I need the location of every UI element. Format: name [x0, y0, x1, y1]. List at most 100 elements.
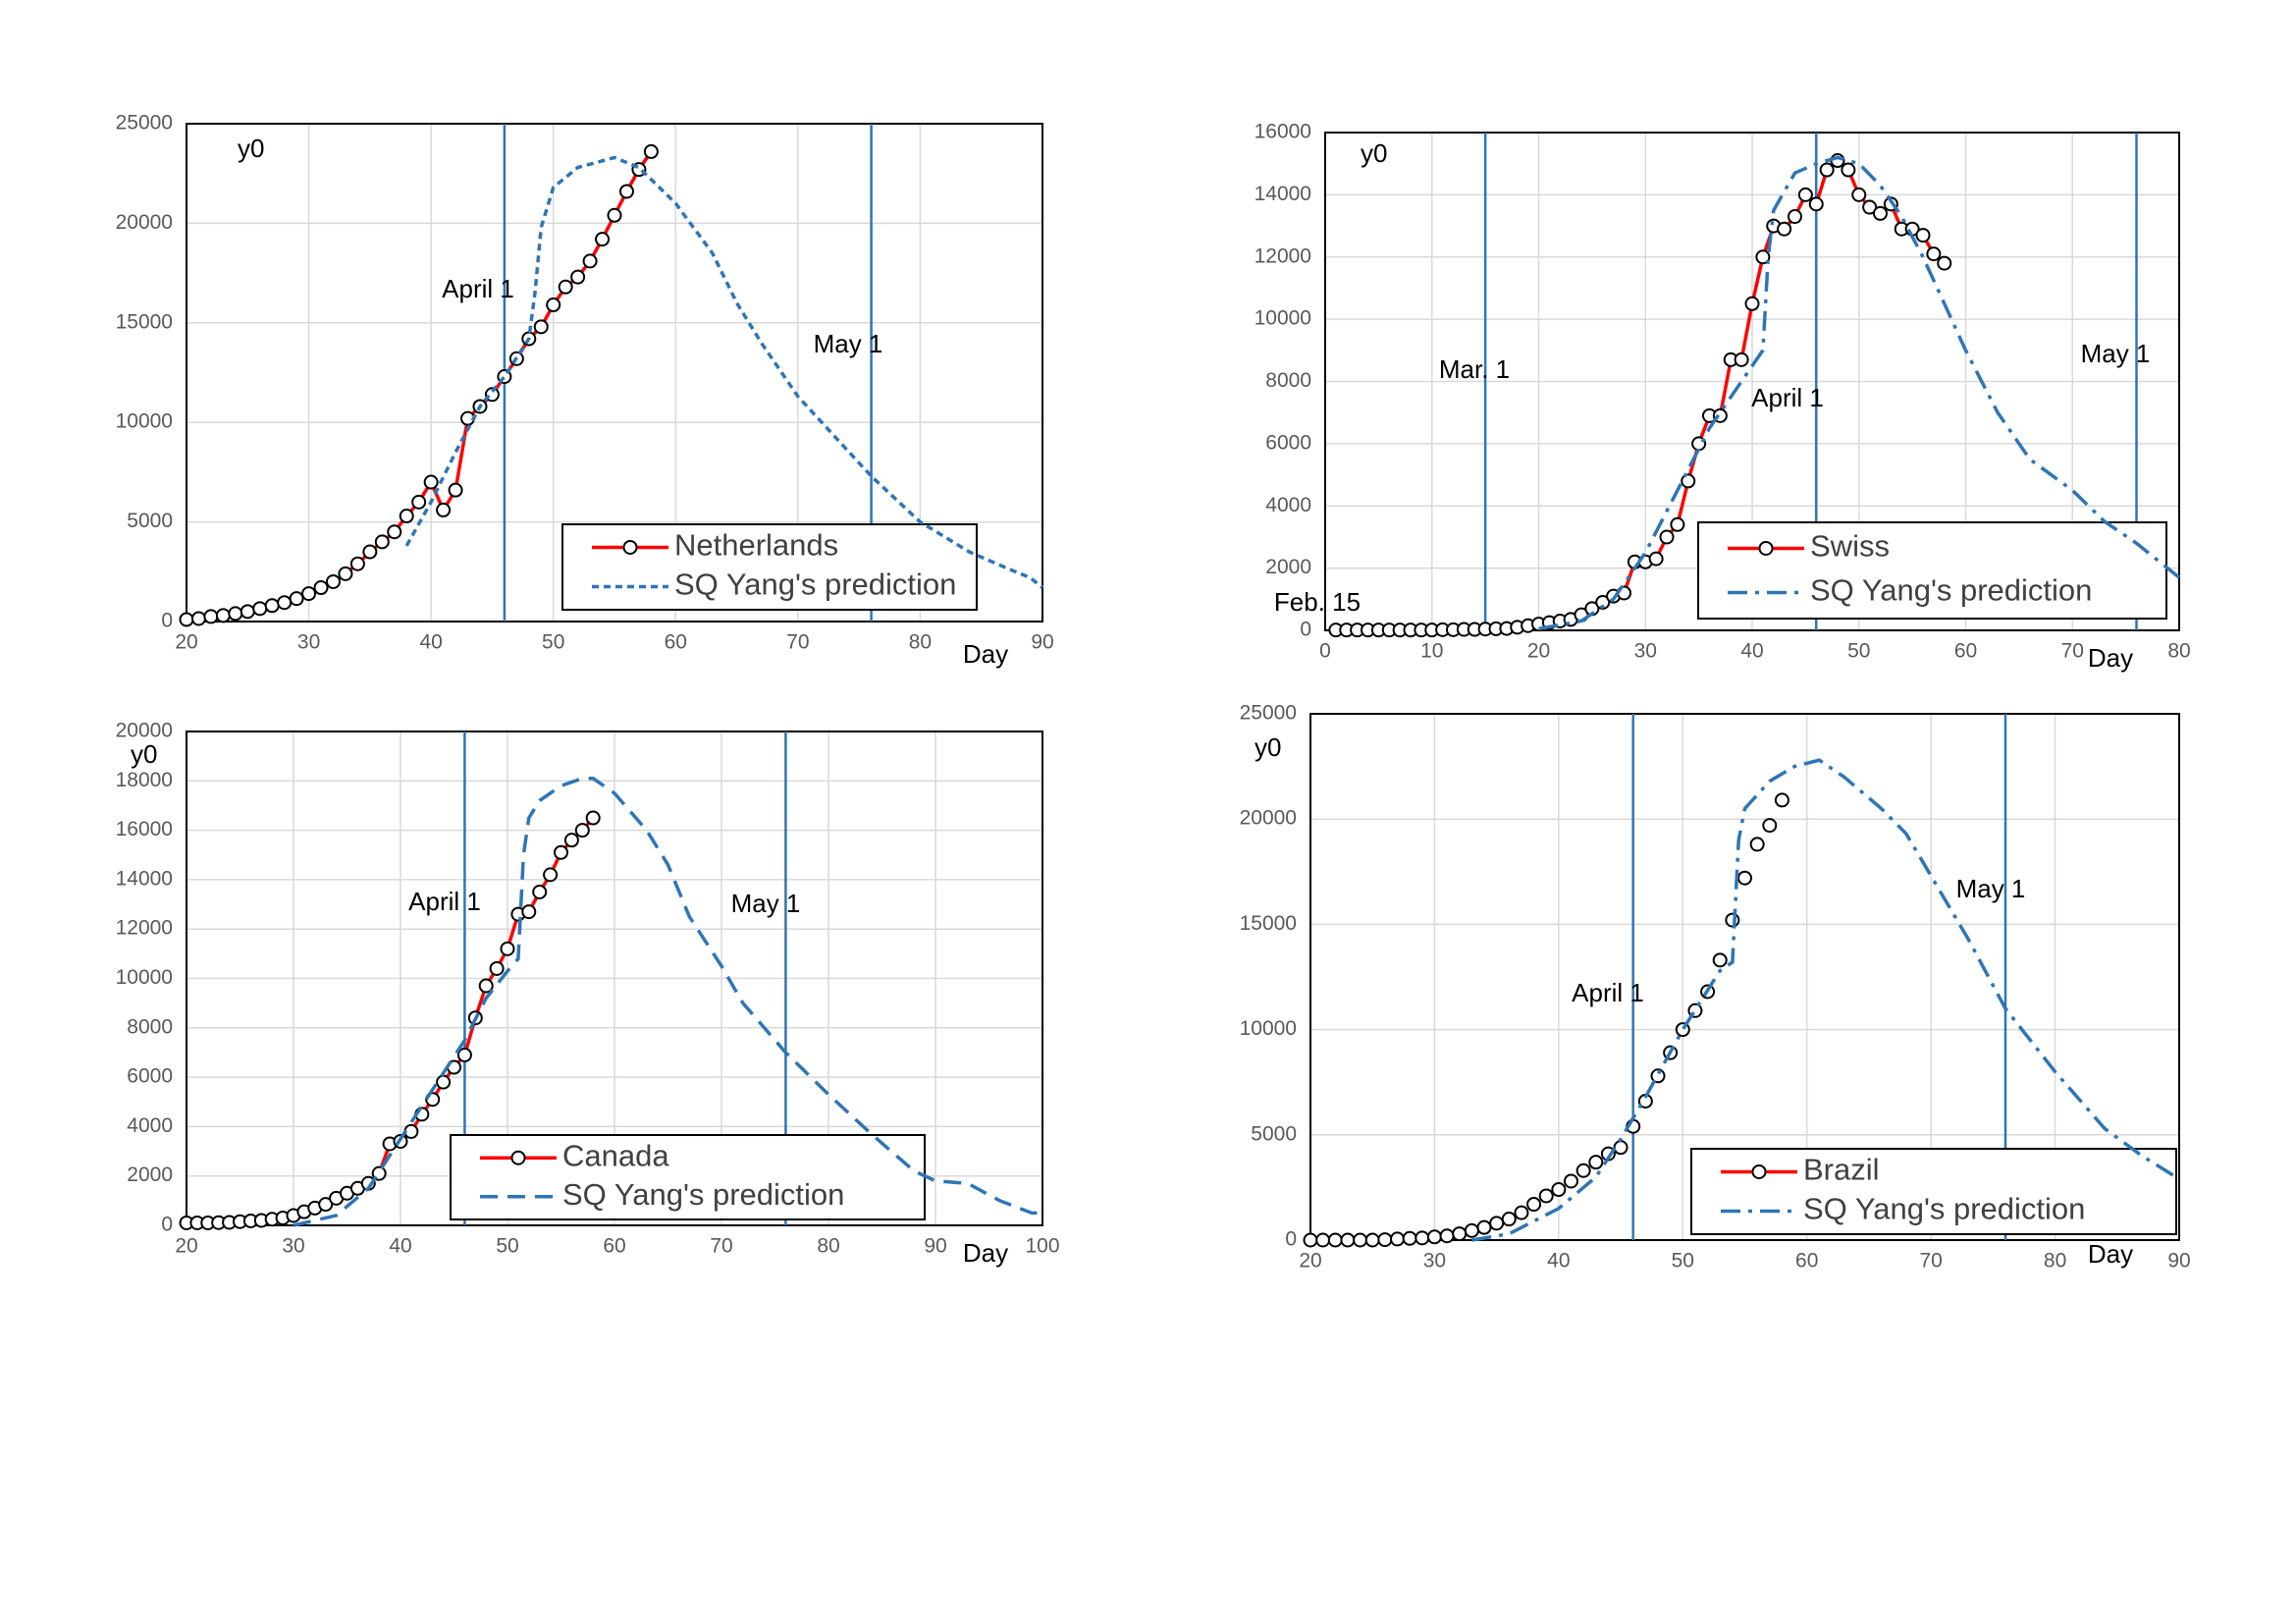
- marker-label: April 1: [408, 887, 481, 916]
- y-tick-label: 0: [161, 610, 173, 632]
- data-point: [595, 232, 611, 247]
- data-point: [228, 606, 243, 622]
- subplot: 20 30 40 50 60 70 80 90 100 0 2000 4000 6000 8000 1000…: [116, 720, 1060, 1268]
- subplot: 20 30 40 50 60 70 80 90 0 5000 10000 15000 20000 2500…: [1240, 702, 2191, 1272]
- y-tick-label: 25000: [1240, 702, 1297, 725]
- x-tick-label: 0: [1319, 640, 1331, 663]
- legend-label: Canada: [562, 1138, 669, 1172]
- y-tick-label: 12000: [1255, 244, 1311, 267]
- legend-marker: [622, 539, 638, 555]
- data-point: [1915, 228, 1931, 244]
- y-tick-label: 2000: [1265, 556, 1311, 578]
- legend-marker: [1751, 1164, 1767, 1179]
- data-point: [1777, 221, 1792, 237]
- marker-label: April 1: [1751, 383, 1824, 412]
- x-tick-label: 30: [282, 1235, 304, 1258]
- data-point: [607, 207, 622, 223]
- y-tick-label: 20000: [116, 720, 173, 742]
- data-point: [618, 184, 634, 199]
- data-point: [179, 612, 194, 627]
- y-tick-label: 25000: [116, 112, 173, 135]
- data-point: [1564, 1173, 1578, 1189]
- data-point: [1851, 187, 1867, 202]
- y-tick-label: 4000: [1265, 494, 1311, 516]
- data-point: [252, 601, 268, 617]
- data-point: [1426, 1229, 1442, 1245]
- marker-label: April 1: [1572, 978, 1644, 1007]
- x-tick-label: 70: [1919, 1250, 1942, 1272]
- data-point: [1526, 1197, 1542, 1213]
- x-tick-label: 60: [1795, 1250, 1818, 1272]
- data-point: [1464, 1222, 1479, 1238]
- data-point: [1734, 352, 1749, 367]
- data-point: [543, 867, 559, 883]
- x-tick-label: 80: [2167, 640, 2190, 663]
- data-point: [1452, 1226, 1468, 1242]
- y-tick-label: 0: [161, 1214, 173, 1236]
- data-point: [1501, 1212, 1517, 1227]
- data-point: [190, 611, 206, 626]
- x-tick-label: 80: [909, 631, 932, 654]
- data-point: [338, 566, 353, 581]
- data-point: [1762, 818, 1778, 834]
- data-point: [1873, 205, 1888, 221]
- x-tick-label: 70: [710, 1235, 732, 1258]
- legend: Netherlands SQ Yang's prediction: [592, 528, 956, 602]
- data-point: [1353, 1232, 1368, 1248]
- data-point: [1749, 837, 1765, 852]
- data-point: [1439, 1228, 1455, 1244]
- x-tick-label: 60: [665, 631, 687, 654]
- y-tick-label: 8000: [127, 1015, 173, 1038]
- series-line: [1538, 155, 2181, 631]
- marker-label: May 1: [814, 329, 883, 358]
- data-point: [203, 609, 219, 624]
- y-tick-label: 15000: [1240, 912, 1297, 935]
- y-tick-label: 16000: [116, 818, 173, 840]
- data-point: [1659, 529, 1675, 545]
- data-point: [1755, 249, 1771, 265]
- marker-label: April 1: [442, 274, 514, 303]
- data-point: [1340, 1232, 1356, 1248]
- data-point: [1744, 296, 1760, 311]
- y-axis-label: y0: [131, 739, 157, 769]
- x-tick-label: 50: [1847, 640, 1870, 663]
- x-tick-label: 80: [817, 1235, 839, 1258]
- data-point: [643, 143, 659, 159]
- x-tick-label: 20: [1299, 1250, 1321, 1272]
- data-point: [399, 509, 414, 524]
- x-axis-label: Day: [2088, 1239, 2133, 1269]
- data-point: [1476, 1219, 1492, 1235]
- data-point: [1737, 870, 1752, 886]
- data-point: [1613, 1140, 1629, 1156]
- data-point: [1415, 1230, 1430, 1246]
- data-point: [1595, 594, 1611, 610]
- data-point: [436, 1074, 452, 1090]
- x-tick-label: 90: [1031, 631, 1053, 654]
- legend-label: Netherlands: [674, 528, 838, 563]
- legend-box: [561, 523, 978, 611]
- x-tick-label: 30: [1423, 1250, 1446, 1272]
- data-point: [1315, 1232, 1331, 1248]
- data-point: [1390, 1231, 1405, 1247]
- legend-label: SQ Yang's prediction: [562, 1177, 844, 1212]
- x-tick-label: 40: [389, 1235, 411, 1258]
- data-point: [1648, 551, 1664, 567]
- legend: Canada SQ Yang's prediction: [480, 1138, 844, 1212]
- data-point: [215, 608, 231, 623]
- x-tick-label: 100: [1025, 1235, 1059, 1258]
- subplot: 0 10 20 30 40 50 60 70 80 0 2000 4000 6000 8000 10000 1…: [1255, 121, 2191, 673]
- data-point: [489, 960, 505, 976]
- data-point: [325, 573, 341, 589]
- data-point: [532, 884, 548, 899]
- x-tick-label: 60: [1954, 640, 1977, 663]
- data-point: [1575, 1163, 1591, 1178]
- y-tick-label: 10000: [1240, 1017, 1297, 1040]
- plot-frame: [186, 123, 1043, 623]
- data-point: [1681, 473, 1696, 489]
- data-point: [563, 833, 579, 848]
- data-point: [349, 556, 365, 571]
- y-tick-label: 20000: [116, 211, 173, 234]
- marker-label: Mar. 1: [1439, 354, 1510, 384]
- y-tick-label: 6000: [127, 1065, 173, 1088]
